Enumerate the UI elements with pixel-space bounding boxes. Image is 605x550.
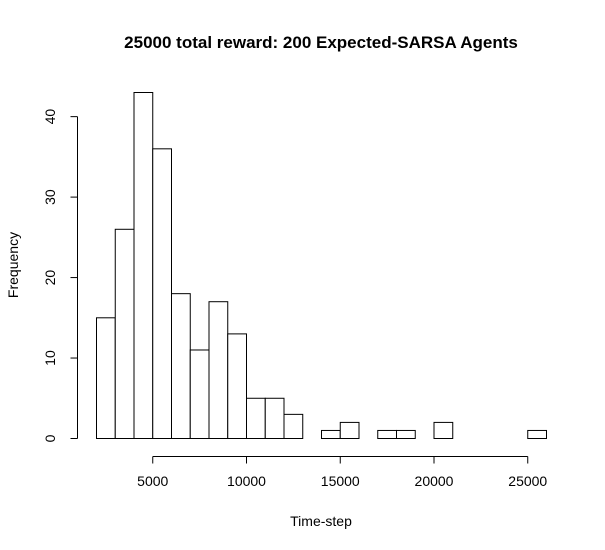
x-tick-label: 25000 (508, 473, 547, 489)
histogram-bar (283, 413, 304, 440)
y-tick-label: 40 (42, 109, 58, 125)
histogram-bar (527, 429, 547, 440)
y-axis: 0 10 20 30 40 (42, 109, 78, 442)
x-axis-label: Time-step (290, 513, 352, 529)
histogram-bar (133, 92, 154, 439)
x-tick-label: 10000 (227, 473, 266, 489)
histogram-bar (96, 317, 116, 440)
x-axis: 5000 10000 15000 20000 25000 (137, 456, 547, 489)
histogram-bar (264, 397, 285, 440)
chart-title: 25000 total reward: 200 Expected-SARSA A… (124, 33, 518, 52)
histogram-bar (433, 421, 454, 440)
histogram-bar (152, 148, 172, 439)
histogram-bar (377, 429, 397, 440)
histogram-bar (208, 301, 229, 439)
histogram-bar (114, 228, 135, 439)
y-axis-label: Frequency (5, 232, 21, 298)
x-tick-label: 20000 (415, 473, 454, 489)
histogram-bar (246, 397, 266, 440)
x-tick-label: 5000 (137, 473, 168, 489)
bars-group (96, 92, 547, 440)
y-tick-label: 10 (42, 350, 58, 366)
y-tick-label: 30 (42, 189, 58, 205)
y-tick-label: 20 (42, 270, 58, 286)
histogram-bar (189, 349, 210, 439)
histogram-bar (339, 421, 360, 440)
histogram-bar (396, 429, 416, 440)
x-tick-label: 15000 (321, 473, 360, 489)
histogram-bar (321, 429, 341, 440)
histogram-bar (171, 293, 191, 439)
histogram-bar (227, 333, 247, 440)
y-tick-label: 0 (42, 434, 58, 442)
